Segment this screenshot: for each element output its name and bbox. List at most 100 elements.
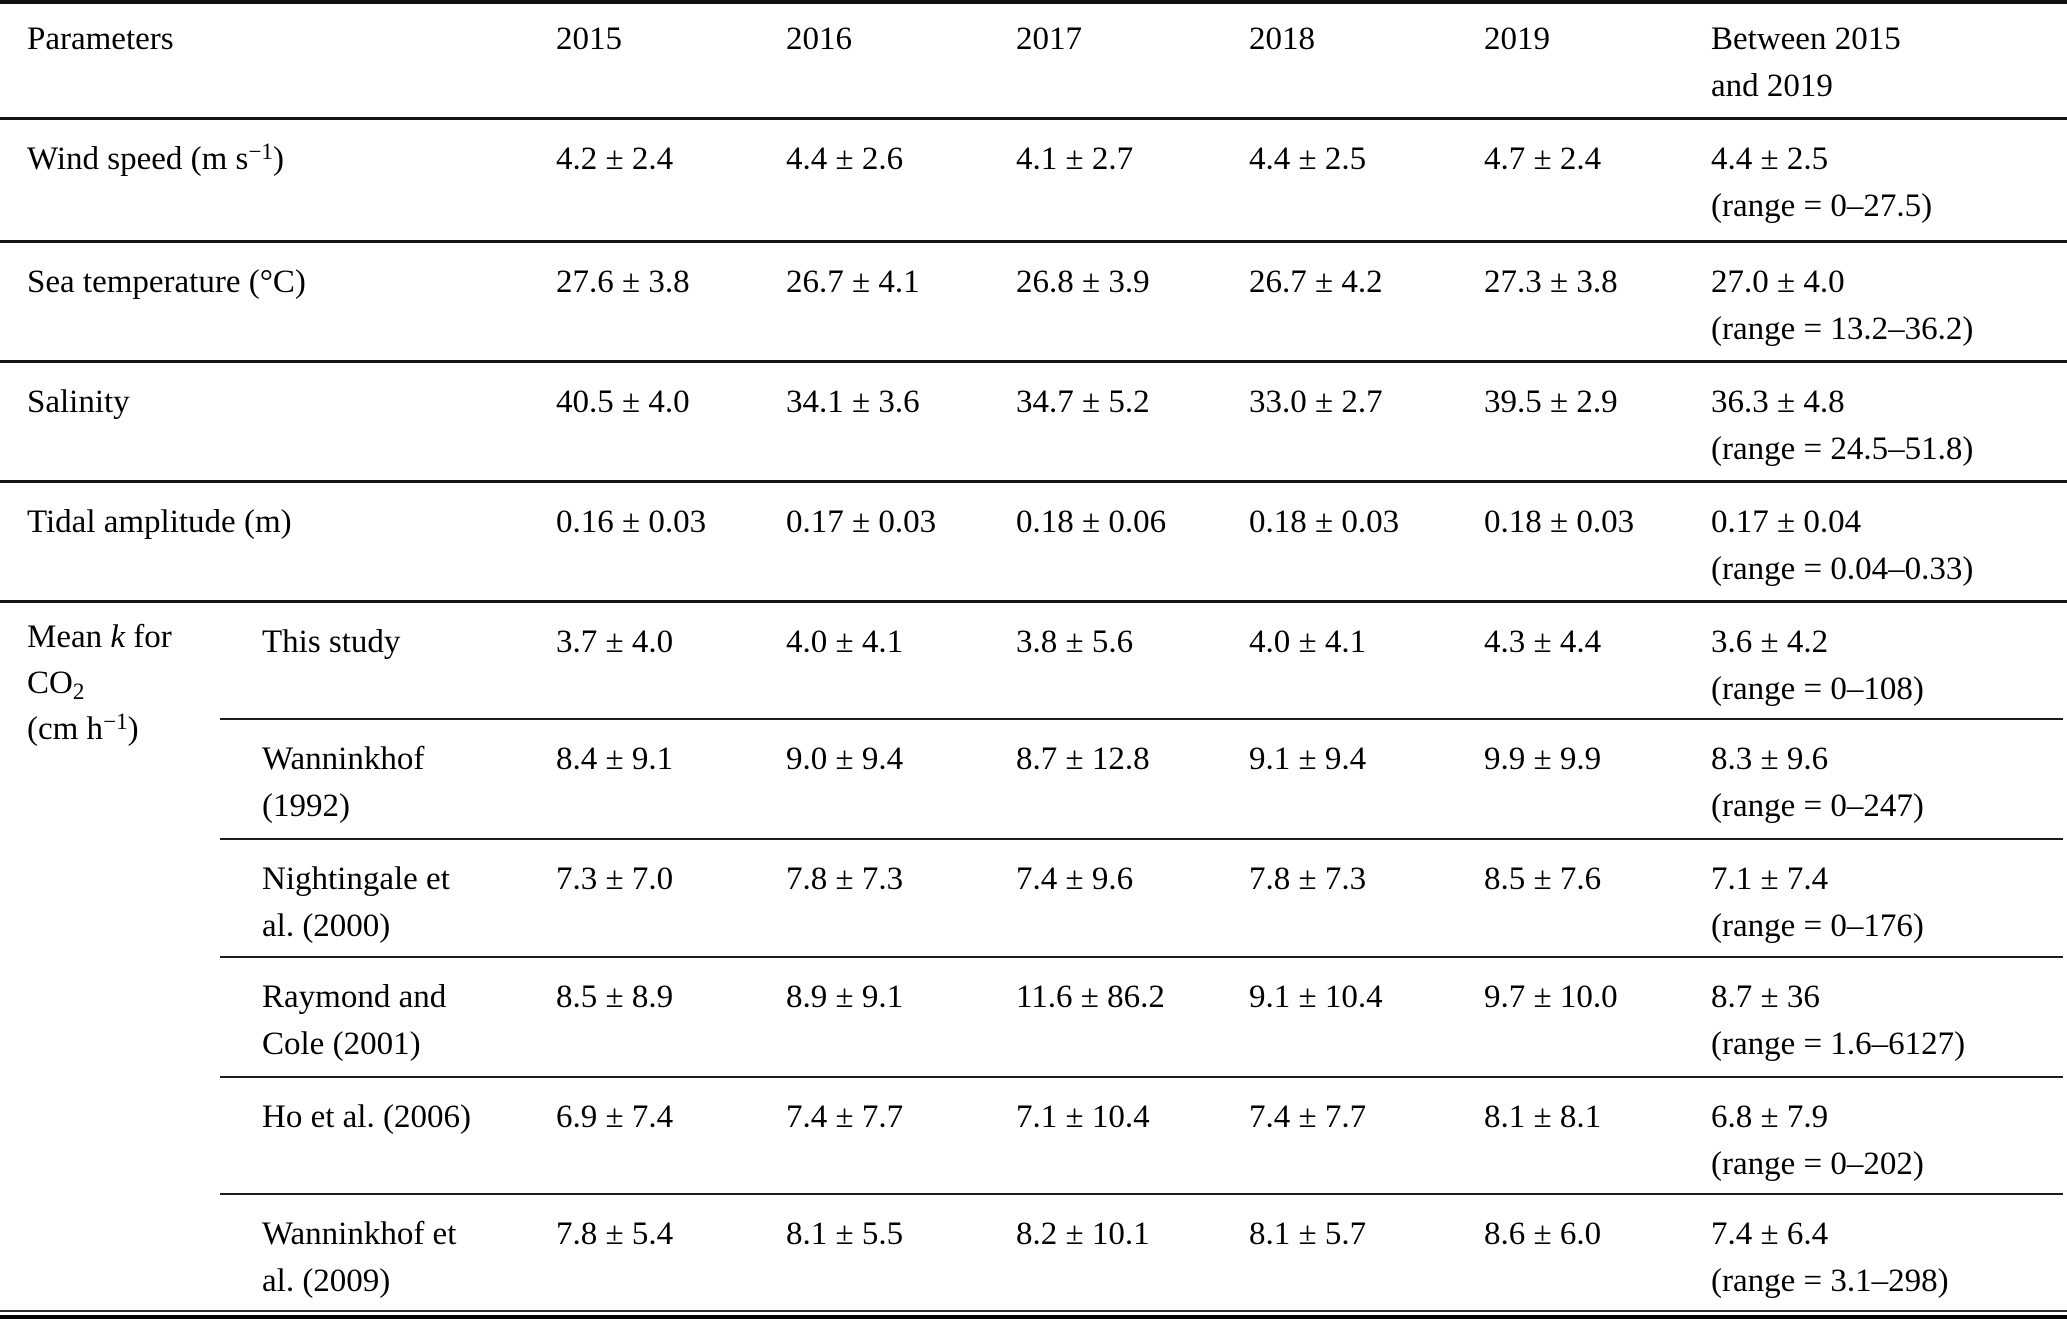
between-range-text: (range = 0–176) <box>1711 908 1924 944</box>
row-salinity: Salinity 40.5 ± 4.0 34.1 ± 3.6 34.7 ± 5.… <box>0 363 2067 483</box>
value-cell-2015: 6.9 ± 7.4 <box>556 1099 674 1135</box>
table-top-rule <box>0 0 2067 4</box>
column-header-2018: 2018 <box>1249 21 1315 57</box>
study-label-line1: Raymond and <box>262 979 447 1015</box>
value-cell-2019: 8.6 ± 6.0 <box>1484 1216 1602 1252</box>
value-cell-2018: 7.8 ± 7.3 <box>1249 861 1367 897</box>
param-label-mean-k-co2: Mean k for CO2 (cm h−1) <box>0 603 220 1310</box>
between-range-text: (range = 24.5–51.8) <box>1711 431 1974 467</box>
between-range-text: (range = 13.2–36.2) <box>1711 311 1974 347</box>
study-label: Wanninkhof (1992) <box>220 720 556 838</box>
value-cell-2017: 8.2 ± 10.1 <box>1016 1216 1150 1252</box>
value-cell-2018: 26.7 ± 4.2 <box>1249 264 1383 300</box>
between-range-text: (range = 1.6–6127) <box>1711 1026 1966 1062</box>
study-label-line1: Nightingale et <box>262 861 450 897</box>
between-mean-value: 0.17 ± 0.04 <box>1711 504 1862 540</box>
table-bottom-rule <box>0 1310 2067 1319</box>
between-range-text: (range = 0–108) <box>1711 671 1924 707</box>
value-cell-between: 7.4 ± 6.4 (range = 3.1–298) <box>1711 1195 2063 1308</box>
value-cell-2018: 0.18 ± 0.03 <box>1249 504 1400 540</box>
value-cell-2016: 4.0 ± 4.1 <box>786 624 904 660</box>
value-cell-2017: 7.4 ± 9.6 <box>1016 861 1134 897</box>
value-cell-2015: 8.4 ± 9.1 <box>556 741 674 777</box>
value-cell-2017: 8.7 ± 12.8 <box>1016 741 1150 777</box>
value-cell-2017: 4.1 ± 2.7 <box>1016 141 1134 177</box>
mean-k-italic-k: k <box>110 619 126 655</box>
param-label-superscript: −1 <box>248 138 273 164</box>
value-cell-between: 3.6 ± 4.2 (range = 0–108) <box>1711 603 2063 718</box>
value-cell-2015: 3.7 ± 4.0 <box>556 624 674 660</box>
row-sea-temperature: Sea temperature (°C) 27.6 ± 3.8 26.7 ± 4… <box>0 243 2067 363</box>
study-label: Ho et al. (2006) <box>220 1078 556 1193</box>
value-cell-2016: 34.1 ± 3.6 <box>786 384 920 420</box>
between-mean-value: 8.7 ± 36 <box>1711 979 1820 1015</box>
param-label-text: Wind speed (m s <box>27 141 249 177</box>
between-mean-value: 7.1 ± 7.4 <box>1711 861 1829 897</box>
value-cell-2019: 9.7 ± 10.0 <box>1484 979 1618 1015</box>
param-label-wind-speed: Wind speed (m s−1) <box>0 120 556 240</box>
value-cell-2017: 3.8 ± 5.6 <box>1016 624 1134 660</box>
param-label-text-post: ) <box>272 141 284 177</box>
study-label-line2: al. (2000) <box>262 908 391 944</box>
value-cell-2016: 8.1 ± 5.5 <box>786 1216 904 1252</box>
mean-k-label-line1: Mean k for <box>27 614 220 660</box>
between-mean-value: 8.3 ± 9.6 <box>1711 741 1829 777</box>
value-cell-2018: 7.4 ± 7.7 <box>1249 1099 1367 1135</box>
value-cell-2015: 7.8 ± 5.4 <box>556 1216 674 1252</box>
between-mean-value: 36.3 ± 4.8 <box>1711 384 1845 420</box>
row-wind-speed: Wind speed (m s−1) 4.2 ± 2.4 4.4 ± 2.6 4… <box>0 120 2067 243</box>
value-cell-2015: 8.5 ± 8.9 <box>556 979 674 1015</box>
between-range-text: (range = 0.04–0.33) <box>1711 551 1974 587</box>
mean-k-label-line2: CO2 <box>27 660 220 706</box>
value-cell-2016: 8.9 ± 9.1 <box>786 979 904 1015</box>
value-cell-2017: 0.18 ± 0.06 <box>1016 504 1167 540</box>
value-cell-2019: 8.1 ± 8.1 <box>1484 1099 1602 1135</box>
value-cell-2018: 4.4 ± 2.5 <box>1249 141 1367 177</box>
value-cell-2018: 9.1 ± 9.4 <box>1249 741 1367 777</box>
study-label: Wanninkhof et al. (2009) <box>220 1195 556 1308</box>
value-cell-between: 8.3 ± 9.6 (range = 0–247) <box>1711 720 2063 838</box>
value-cell-between: 8.7 ± 36 (range = 1.6–6127) <box>1711 958 2063 1076</box>
study-label-line1: Ho et al. (2006) <box>262 1099 471 1135</box>
study-label-line2: Cole (2001) <box>262 1026 421 1062</box>
value-cell-2015: 27.6 ± 3.8 <box>556 264 690 300</box>
between-mean-value: 4.4 ± 2.5 <box>1711 141 1829 177</box>
co2-subscript: 2 <box>72 678 85 704</box>
value-cell-2018: 9.1 ± 10.4 <box>1249 979 1383 1015</box>
table-header-row: Parameters 2015 2016 2017 2018 2019 Betw… <box>0 4 2067 120</box>
value-cell-2015: 0.16 ± 0.03 <box>556 504 707 540</box>
row-k-nightingale-2000: Nightingale et al. (2000) 7.3 ± 7.0 7.8 … <box>220 840 2063 958</box>
study-label: Nightingale et al. (2000) <box>220 840 556 956</box>
value-cell-2016: 0.17 ± 0.03 <box>786 504 937 540</box>
column-header-2017: 2017 <box>1016 21 1082 57</box>
value-cell-2017: 34.7 ± 5.2 <box>1016 384 1150 420</box>
column-header-parameters: Parameters <box>27 21 174 57</box>
value-cell-between: 0.17 ± 0.04 (range = 0.04–0.33) <box>1711 483 2067 600</box>
study-label-line2: (1992) <box>262 788 350 824</box>
column-header-between-line1: Between 2015 <box>1711 21 1901 57</box>
value-cell-2015: 40.5 ± 4.0 <box>556 384 690 420</box>
value-cell-2017: 11.6 ± 86.2 <box>1016 979 1165 1015</box>
unit-text: (cm h <box>27 711 104 747</box>
value-cell-2015: 4.2 ± 2.4 <box>556 141 674 177</box>
study-label-line2: al. (2009) <box>262 1263 391 1299</box>
study-label-line1: This study <box>262 624 401 660</box>
value-cell-2015: 7.3 ± 7.0 <box>556 861 674 897</box>
study-label-line1: Wanninkhof <box>262 741 425 777</box>
between-mean-value: 7.4 ± 6.4 <box>1711 1216 1829 1252</box>
row-k-wanninkhof-1992: Wanninkhof (1992) 8.4 ± 9.1 9.0 ± 9.4 8.… <box>220 720 2063 840</box>
between-mean-value: 27.0 ± 4.0 <box>1711 264 1845 300</box>
column-header-2016: 2016 <box>786 21 852 57</box>
mean-k-text: Mean <box>27 619 111 655</box>
mean-k-label-line3: (cm h−1) <box>27 706 220 752</box>
value-cell-2019: 4.7 ± 2.4 <box>1484 141 1602 177</box>
value-cell-2016: 7.8 ± 7.3 <box>786 861 904 897</box>
study-label-line1: Wanninkhof et <box>262 1216 457 1252</box>
value-cell-2018: 33.0 ± 2.7 <box>1249 384 1383 420</box>
column-header-2019: 2019 <box>1484 21 1550 57</box>
unit-text-post: ) <box>127 711 139 747</box>
value-cell-2018: 8.1 ± 5.7 <box>1249 1216 1367 1252</box>
study-label: This study <box>220 603 556 718</box>
value-cell-between: 36.3 ± 4.8 (range = 24.5–51.8) <box>1711 363 2067 480</box>
